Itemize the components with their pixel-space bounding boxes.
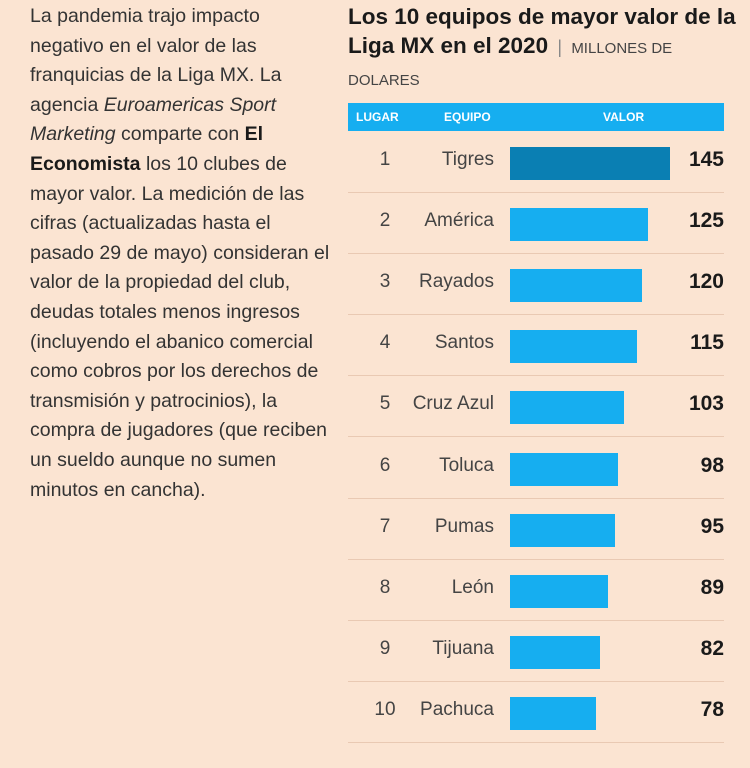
value-bar	[510, 696, 597, 730]
table-row: 6 Toluca 98	[348, 437, 724, 499]
rank-label: 5	[379, 393, 391, 415]
rank-label: 7	[379, 515, 391, 537]
rank-label: 4	[379, 332, 391, 354]
value-bar	[510, 208, 648, 242]
team-label: Pachuca	[420, 698, 494, 720]
value-bar	[510, 513, 615, 547]
value-bar	[510, 269, 643, 303]
table-row: 5 Cruz Azul 103	[348, 375, 724, 438]
value-label: 120	[688, 270, 724, 294]
value-bar	[510, 147, 670, 180]
value-label: 103	[688, 392, 724, 416]
rank-label: 10	[374, 698, 396, 720]
value-bar	[510, 391, 624, 425]
rank-label: 1	[379, 149, 391, 170]
value-label: 82	[700, 636, 724, 660]
team-label: Tijuana	[432, 637, 494, 659]
rank-label: 9	[379, 637, 391, 659]
table-row: 7 Pumas 95	[348, 498, 724, 560]
value-label: 115	[690, 331, 724, 355]
newspaper-name: El Economista	[30, 123, 264, 175]
value-bar	[510, 574, 609, 608]
value-label: 98	[700, 453, 724, 477]
team-label: Tigres	[441, 149, 494, 170]
table-row: 4 Santos 115	[348, 314, 724, 377]
value-label: 125	[688, 209, 724, 233]
table-row: 2 América 125	[348, 192, 724, 255]
value-bar	[510, 635, 601, 669]
table-header: LUGAR EQUIPO VALOR	[348, 103, 724, 131]
header-rank: LUGAR	[356, 110, 399, 124]
title-separator: |	[557, 37, 563, 57]
value-label: 78	[700, 697, 724, 721]
chart-title-block: Los 10 equipos de mayor valor de la Liga…	[348, 2, 748, 95]
header-value: VALOR	[603, 110, 645, 124]
rank-label: 8	[379, 576, 391, 598]
intro-p2: comparte con	[115, 123, 245, 146]
value-label: 89	[700, 575, 724, 599]
team-label: Toluca	[439, 454, 494, 476]
value-bar	[510, 452, 619, 486]
team-label: Rayados	[419, 271, 494, 293]
value-label: 95	[700, 514, 724, 538]
team-label: Cruz Azul	[412, 393, 494, 415]
team-label: León	[451, 576, 494, 598]
value-label: 145	[688, 148, 724, 171]
rank-label: 2	[379, 210, 391, 232]
team-label: Pumas	[434, 515, 494, 537]
team-label: Santos	[434, 332, 494, 354]
header-team: EQUIPO	[444, 110, 491, 124]
rank-label: 6	[379, 454, 391, 476]
team-label: América	[424, 210, 494, 232]
table-row: 10 Pachuca 78	[348, 681, 724, 743]
value-bar	[510, 330, 637, 364]
chart-units: MILLONES DE DOLARES	[348, 40, 673, 89]
intro-text: La pandemia trajo impacto negativo en el…	[30, 2, 330, 505]
rank-label: 3	[379, 271, 391, 293]
table-row: 3 Rayados 120	[348, 253, 724, 316]
agency-name: Euroamericas Sport Marketing	[30, 93, 277, 146]
intro-p3: los 10 clubes de mayor valor. La medició…	[30, 152, 330, 501]
table-row: 1 Tigres 145	[348, 131, 724, 193]
chart-title: Los 10 equipos de mayor valor de la Liga…	[348, 4, 736, 58]
table-row: 9 Tijuana 82	[348, 620, 724, 682]
intro-p1: La pandemia trajo impacto negativo en el…	[30, 5, 282, 116]
table-row: 8 León 89	[348, 559, 724, 621]
